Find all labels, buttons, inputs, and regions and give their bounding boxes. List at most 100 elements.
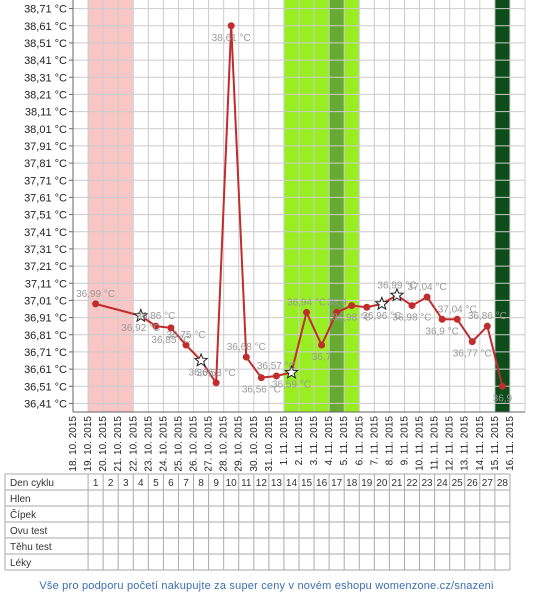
x-tick-label: 18. 10. 2015 (68, 416, 79, 472)
series-segment (245, 356, 263, 379)
cycle-day-number: 7 (183, 478, 189, 489)
data-point (167, 324, 175, 332)
data-label: 36,68 °C (227, 342, 266, 353)
series-segment (471, 325, 489, 343)
cycle-day-number: 6 (168, 478, 174, 489)
y-tick-label: 38,21 °C (24, 89, 67, 101)
data-point (212, 379, 220, 387)
y-tick-label: 36,91 °C (24, 313, 67, 325)
eshop-promo-link[interactable]: Vše pro podporu početí nakupujte za supe… (39, 580, 494, 592)
x-tick-label: 30. 10. 2015 (249, 416, 260, 472)
cycle-day-number: 2 (108, 478, 114, 489)
data-point (468, 338, 476, 346)
cycle-day-number: 10 (226, 478, 238, 489)
series-segment (426, 296, 443, 320)
data-label: 36,94 °C (287, 297, 326, 308)
cycle-day-number: 15 (301, 478, 313, 489)
x-tick-label: 3. 11. 2015 (309, 416, 320, 466)
cycle-day-number: 19 (361, 478, 373, 489)
data-point-star (283, 364, 299, 379)
cycle-day-number: 23 (422, 478, 434, 489)
data-point (257, 374, 265, 382)
cycle-day-number: 4 (138, 478, 144, 489)
data-label: 36,9 (493, 393, 513, 404)
x-tick-label: 8. 11. 2015 (384, 416, 395, 466)
data-point-star (389, 287, 405, 302)
cycle-day-number: 5 (153, 478, 159, 489)
x-tick-label: 5. 11. 2015 (339, 416, 350, 466)
data-label: 36,66 (189, 368, 214, 379)
x-tick-label: 21. 10. 2015 (113, 416, 124, 472)
data-label: 36,98 °C (332, 313, 371, 324)
data-label: 37,04 °C (408, 282, 447, 293)
x-tick-label: 14. 11. 2015 (475, 416, 486, 471)
x-tick-label: 25. 10. 2015 (173, 416, 184, 472)
y-tick-label: 36,61 °C (24, 364, 67, 376)
y-tick-label: 38,71 °C (24, 4, 67, 16)
y-tick-label: 37,81 °C (24, 158, 67, 170)
data-point (453, 315, 461, 323)
cycle-day-number: 18 (346, 478, 358, 489)
data-label: 36,99 °C (76, 289, 115, 300)
x-tick-label: 9. 11. 2015 (399, 416, 410, 466)
data-point (272, 372, 280, 380)
x-tick-label: 4. 11. 2015 (324, 416, 335, 466)
cycle-day-number: 9 (213, 478, 219, 489)
data-point (92, 300, 100, 308)
x-tick-label: 10. 11. 2015 (415, 416, 426, 471)
y-tick-label: 38,41 °C (24, 55, 67, 67)
x-tick-label: 13. 11. 2015 (460, 416, 471, 471)
data-label: 36,56 °C (242, 385, 281, 396)
series-segment (456, 318, 474, 343)
data-label: 36,77 °C (453, 349, 492, 360)
phase-band (283, 0, 330, 412)
data-point (498, 382, 506, 390)
y-tick-label: 38,61 °C (24, 21, 67, 33)
cycle-day-number: 1 (93, 478, 99, 489)
x-tick-label: 26. 10. 2015 (189, 416, 200, 472)
data-point-star (374, 295, 390, 311)
cycle-day-number: 16 (316, 478, 328, 489)
data-point (408, 302, 416, 310)
data-point (363, 303, 371, 311)
cycle-day-number: 8 (198, 478, 204, 489)
data-label: 36,98 °C (392, 313, 431, 324)
y-tick-label: 36,41 °C (24, 398, 67, 410)
y-tick-label: 36,51 °C (24, 381, 67, 393)
table-row-label: Léky (10, 558, 31, 569)
x-tick-label: 22. 10. 2015 (128, 416, 139, 472)
data-point (242, 353, 250, 361)
y-tick-label: 38,31 °C (24, 72, 67, 84)
y-axis-tick-labels: 38,71 °C 38,61 °C 38,51 °C 38,41 °C 38,31 °C… (24, 4, 67, 411)
data-label: 36,86 °C (468, 311, 507, 322)
temperature-data-labels: 36,99 °C36,92 °C36,86 °C36,85 °C36,75 °C… (76, 33, 512, 405)
temperature-series (92, 22, 506, 390)
cycle-day-number: 14 (286, 478, 298, 489)
x-tick-label: 1. 11. 2015 (279, 416, 290, 466)
grid-lines (69, 0, 526, 413)
data-point (348, 302, 356, 310)
data-point (303, 308, 311, 316)
cycle-day-number: 22 (406, 478, 418, 489)
data-label: 36,7 (312, 352, 332, 363)
data-label: 36,96 °C (362, 311, 401, 322)
data-point (152, 322, 160, 330)
table-row-label: Ovu test (10, 526, 47, 537)
phase-bands (88, 0, 510, 412)
data-label: 36,9 (327, 297, 347, 308)
cycle-day-number: 17 (331, 478, 343, 489)
x-tick-label: 20. 10. 2015 (98, 416, 109, 472)
y-tick-label: 36,81 °C (24, 330, 67, 342)
data-label: 36,9 °C (425, 326, 458, 337)
data-label: 36,86 °C (136, 311, 175, 322)
y-tick-label: 37,21 °C (24, 261, 67, 273)
data-point-star (193, 352, 209, 367)
data-label: 36,53 °C (197, 368, 236, 379)
series-segment (170, 327, 187, 346)
cycle-day-number: 27 (482, 478, 494, 489)
x-tick-label: 28. 10. 2015 (219, 416, 230, 472)
phase-band (329, 0, 345, 412)
table-row-label: Těhu test (10, 542, 52, 553)
phase-band (344, 0, 360, 412)
data-label: 36,57 °C (257, 361, 296, 372)
